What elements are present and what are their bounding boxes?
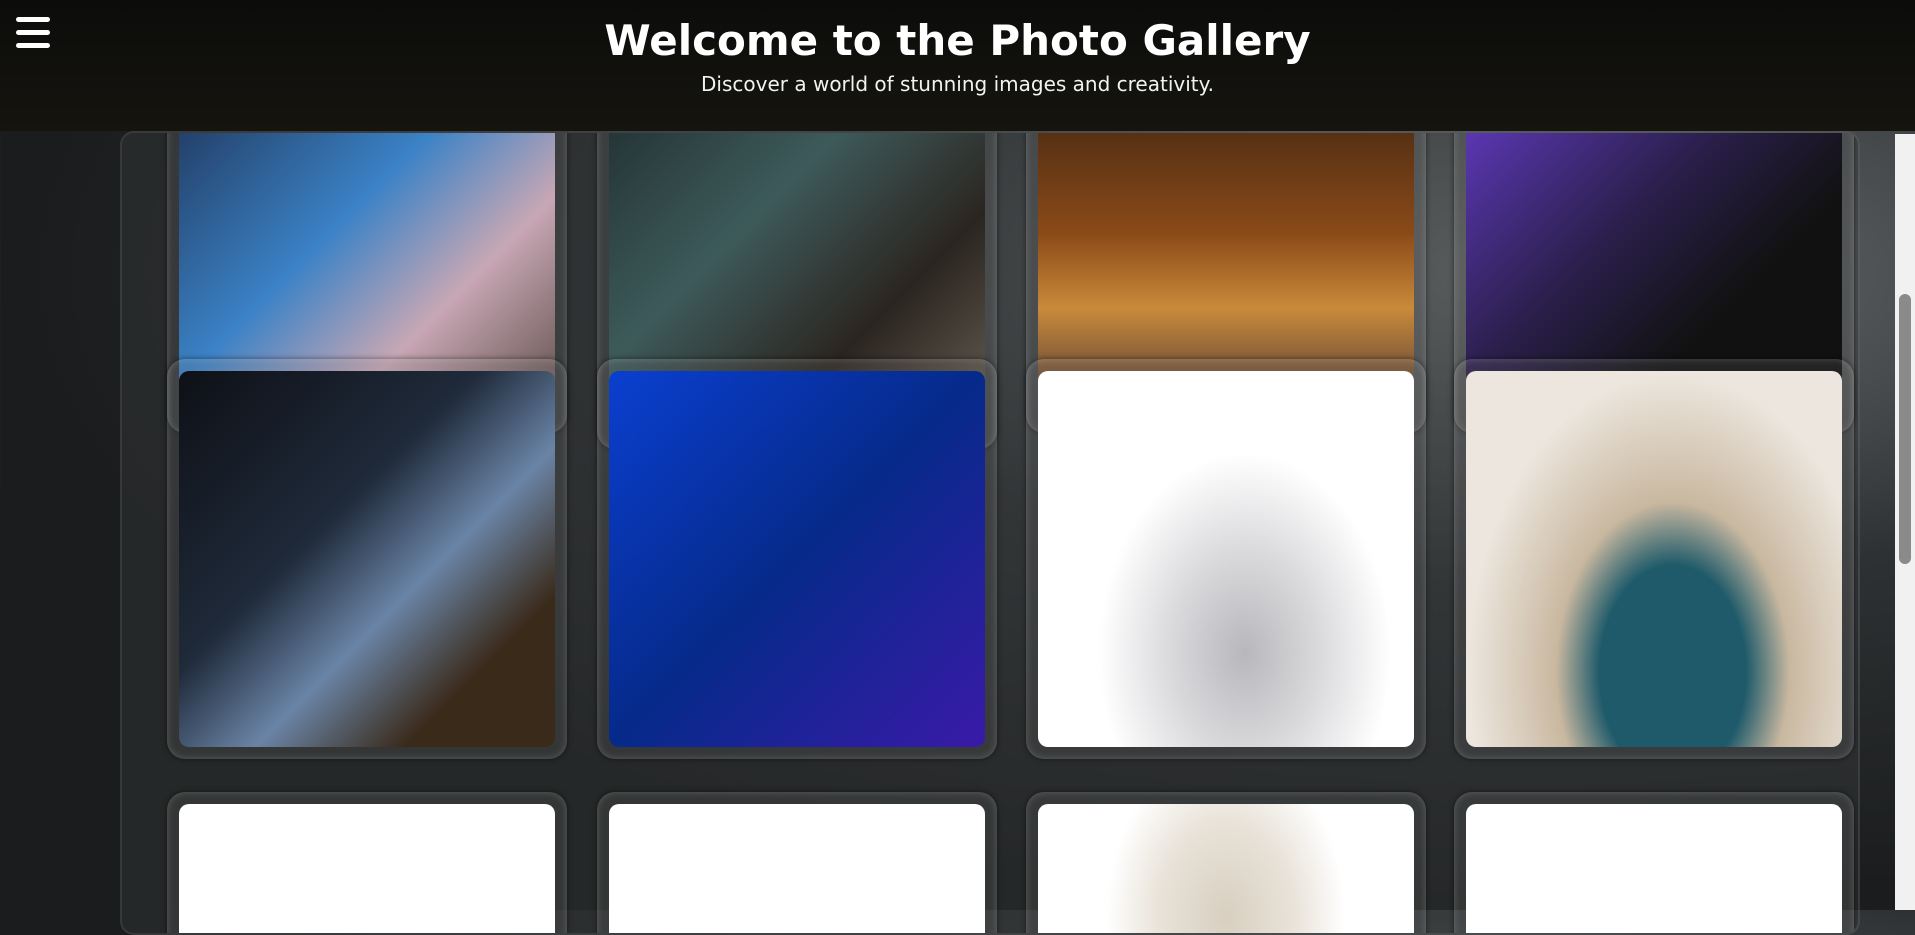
photo (1466, 371, 1842, 747)
photo-card[interactable] (1454, 359, 1854, 759)
subtitle: Discover a world of stunning images and … (701, 72, 1214, 96)
photo (1038, 804, 1414, 933)
menu-button[interactable] (16, 17, 50, 49)
gallery (120, 131, 1860, 935)
photo (609, 804, 985, 933)
photo-card[interactable] (167, 792, 567, 933)
photo-card[interactable] (597, 792, 997, 933)
photo (179, 371, 555, 747)
header: Welcome to the Photo Gallery Discover a … (0, 0, 1915, 131)
scrollbar-thumb[interactable] (1899, 294, 1911, 564)
photo-card[interactable] (1026, 792, 1426, 933)
photo (179, 804, 555, 933)
scrollbar[interactable] (1895, 134, 1915, 910)
photo-card[interactable] (1026, 359, 1426, 759)
photo-card[interactable] (167, 133, 567, 433)
photo (609, 371, 985, 747)
photo-card[interactable] (597, 359, 997, 759)
photo-card[interactable] (1454, 792, 1854, 933)
photo-card[interactable] (167, 359, 567, 759)
photo (1466, 804, 1842, 933)
title: Welcome to the Photo Gallery (604, 16, 1311, 65)
photo (1038, 371, 1414, 747)
